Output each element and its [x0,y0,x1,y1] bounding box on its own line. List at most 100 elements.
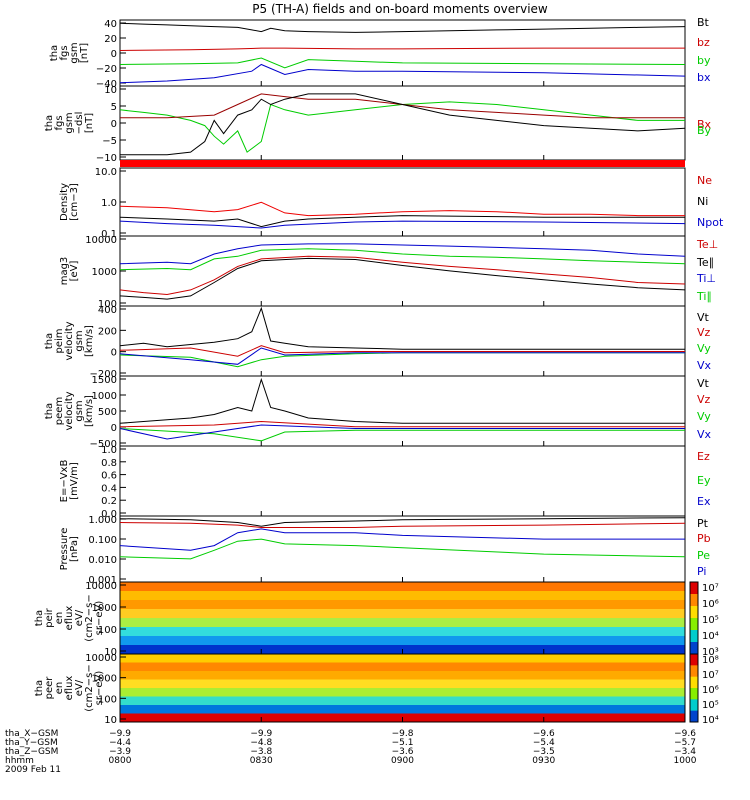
y-axis-label: sr−eV) [94,671,105,706]
legend-entry: Vy [697,410,711,423]
panel-pressure: 1.000 0.100 0.010 0.001 Pressure [nPa] Pt Pb Pe P… [59,515,711,586]
colorbar-tick-label: 10⁵ [702,700,719,711]
orbit-value: −9.9 [250,729,272,739]
y-axis-label: mag3 [59,257,70,286]
colorbar-tick-label: 10⁴ [702,631,719,642]
series-line-Ti⊥ [119,243,686,265]
series-line-Bt [119,22,686,33]
orbit-value: −4.4 [109,738,131,748]
legend-entry: by [697,54,711,67]
legend-entry: By [697,124,712,137]
legend-entry: Te∥ [696,256,714,269]
y-tick-label: 0.6 [101,471,117,482]
colorbar-segment [690,699,698,712]
series-line-Vy [119,428,685,442]
legend-entry: Ex [697,495,711,508]
panel-density: 10.0 1.0 0.1 Density [cm−3] Ne Ni Npot [59,167,724,240]
y-axis-label: tha [34,610,45,626]
orbit-value: −5.4 [533,738,555,748]
y-tick-label: 0 [111,49,117,60]
y-tick-label: 0.001 [88,575,117,586]
y-axis-label: peim [54,328,65,353]
y-tick-label: 40 [104,19,117,30]
series-line-Vx [119,424,685,440]
legend-entry: Pi [697,565,706,578]
y-tick-label: −200 [90,369,117,380]
spectrogram-band [120,671,685,680]
legend-entry: Te⊥ [696,238,718,251]
orbit-value: 0800 [109,756,132,766]
y-axis-label: (cm2−s− [84,594,95,641]
y-axis-label: fgs [54,115,65,130]
y-axis-label: Density [59,183,70,221]
colorbar-tick-label: 10⁷ [702,670,719,681]
orbit-value: −3.4 [674,747,696,757]
y-tick-label: 0 [111,119,117,130]
series-line-Ni [119,215,685,228]
series-line-Vt [119,306,685,350]
y-tick-label: 0.8 [101,458,117,469]
y-axis-label: tha [44,115,55,131]
spectrogram-band [120,654,685,663]
legend-entry: Vz [697,393,711,406]
panel-frame [119,19,686,87]
series-line-red [120,93,685,119]
y-axis-label: [nT] [84,113,95,133]
spectrogram-band [120,591,685,601]
y-tick-label: 100 [98,299,117,310]
y-tick-label: 1000 [92,603,117,614]
y-tick-label: 10.0 [95,167,117,178]
legend-entry: Ti⊥ [696,272,716,285]
y-tick-label: 1000 [92,391,117,402]
colorbar-segment [690,654,698,666]
y-tick-label: −5 [102,136,117,147]
y-tick-label: −20 [96,64,117,75]
spectrogram-band [120,627,685,637]
panel-frame [119,85,686,161]
y-axis-label: tha [49,45,60,61]
y-tick-label: 10000 [85,235,117,246]
y-tick-label: 500 [98,407,117,418]
y-axis-label: en [54,612,65,625]
orbit-value: −5.1 [392,738,414,748]
y-tick-label: 10 [104,85,117,96]
legend-entry: Bt [697,16,710,29]
legend-entry: Vt [697,377,710,390]
y-axis-label: velocity [64,321,75,360]
series-line-Vz [119,345,685,357]
colorbar-frame [689,653,699,723]
colorbar-segment [690,582,698,595]
orbit-value: −5.7 [674,738,696,748]
colorbar-tick-label: 10⁷ [702,583,719,594]
colorbar: 10⁸ 10⁷ 10⁶ 10⁵ 10⁴ [689,653,719,726]
legend-entry: Ez [697,450,710,463]
y-tick-label: 1500 [92,375,117,386]
colorbar-tick-label: 10³ [702,647,719,658]
orbit-value: −9.8 [392,729,414,739]
series-line-Vy [119,352,685,368]
orbit-label: 2009 Feb 11 [5,765,61,775]
series-line-Te⊥ [119,255,686,296]
legend-entry: Pt [697,517,709,530]
y-axis-label: eV/ [74,679,85,696]
panel-fgs-gsm: 40 20 0 −20 −40 tha fgs gsm [nT] Bt bz by bx [49,16,711,90]
quality-bar [120,160,685,167]
y-tick-label: 200 [98,326,117,337]
legend-entry: Ti∥ [696,290,712,303]
panel-frame [119,445,686,517]
y-tick-label: 1.000 [88,515,117,526]
series-line-green [119,101,685,153]
y-axis-label: fgs [59,45,70,60]
series-line-Vt [119,377,685,424]
y-axis-label: −dsl [74,112,85,135]
spectrogram-band [120,618,685,628]
series-line-by [119,57,686,69]
legend-entry: Ne [697,174,712,187]
orbit-value: −3.8 [250,747,272,757]
legend-entry: Vx [697,428,712,441]
colorbar-tick-label: 10⁵ [702,615,719,626]
y-axis-label: peir [44,607,55,627]
y-tick-label: 1000 [92,674,117,685]
